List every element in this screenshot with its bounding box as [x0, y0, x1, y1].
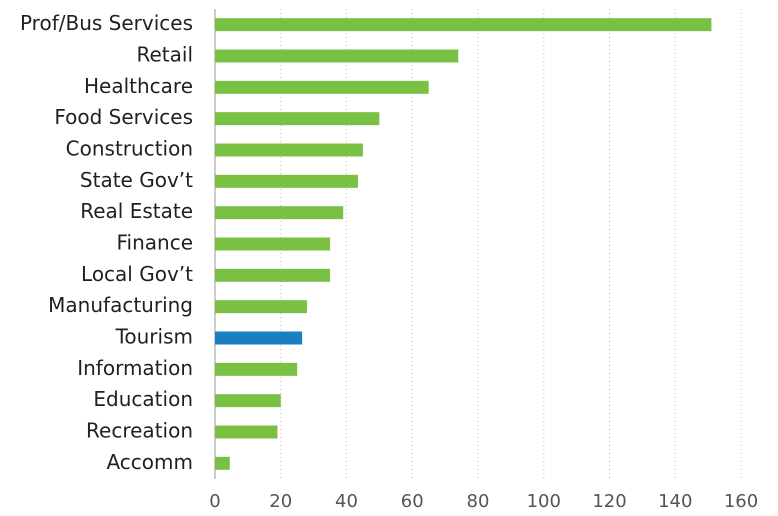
y-tick-label: Manufacturing [48, 293, 193, 317]
x-tick-label: 120 [592, 491, 626, 512]
bar [215, 331, 303, 345]
x-tick-label: 100 [527, 491, 561, 512]
x-tick-label: 160 [724, 491, 758, 512]
y-tick-label: Education [93, 387, 193, 411]
y-tick-label: Healthcare [84, 74, 193, 98]
bar [215, 300, 308, 314]
y-tick-label: Information [77, 356, 193, 380]
bar [215, 237, 331, 251]
bar [215, 18, 712, 32]
x-tick-label: 0 [209, 491, 220, 512]
bar [215, 143, 363, 157]
y-tick-label: Construction [66, 137, 193, 161]
bar [215, 394, 281, 408]
y-tick-label: Recreation [86, 419, 193, 443]
bar [215, 425, 278, 439]
y-tick-label: Real Estate [80, 199, 193, 223]
x-tick-label: 80 [467, 491, 490, 512]
x-tick-label: 140 [658, 491, 692, 512]
bar [215, 49, 459, 63]
y-tick-label: Food Services [54, 105, 193, 129]
bar [215, 456, 230, 470]
x-tick-label: 60 [401, 491, 424, 512]
bar [215, 174, 359, 188]
x-tick-label: 40 [335, 491, 358, 512]
x-tick-label: 20 [269, 491, 292, 512]
y-tick-label: Accomm [106, 450, 193, 474]
y-tick-label: Tourism [115, 325, 193, 349]
bar [215, 268, 331, 282]
bar [215, 80, 429, 94]
y-tick-label: Retail [136, 43, 193, 67]
y-tick-label: Prof/Bus Services [20, 11, 193, 35]
y-tick-label: State Gov’t [80, 168, 193, 192]
y-tick-label: Finance [116, 231, 193, 255]
bar [215, 206, 344, 220]
bar [215, 362, 298, 376]
y-tick-label: Local Gov’t [81, 262, 193, 286]
bar [215, 112, 380, 126]
